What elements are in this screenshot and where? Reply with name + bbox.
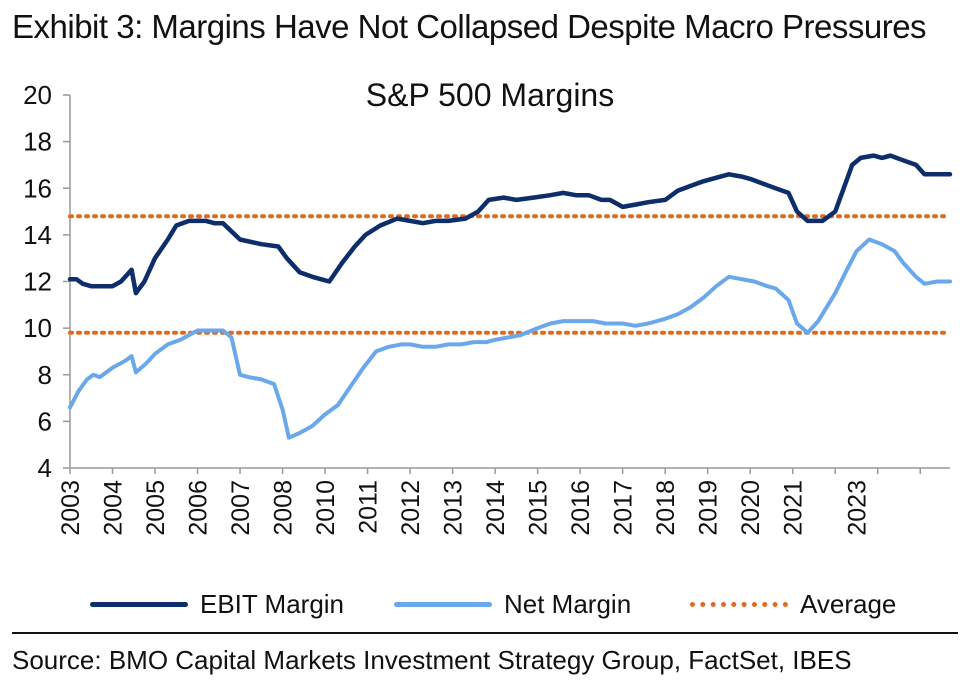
x-tick-label: 2019 [695, 480, 723, 536]
footer-divider [12, 632, 958, 634]
x-tick-label: 2008 [270, 480, 298, 536]
legend-label-net: Net Margin [504, 588, 632, 619]
legend-swatch-net [394, 601, 492, 607]
y-tick-label: 16 [23, 173, 52, 203]
series-line-ebit-margin [67, 153, 953, 296]
x-tick-label: 2016 [567, 480, 595, 536]
x-tick-label: 2010 [312, 480, 340, 536]
y-tick-label: 8 [38, 360, 52, 390]
x-axis: 2003 2004 2005 2006 2007 2008 2010 2011 2012 2013… [57, 467, 950, 536]
x-tick-label: 2003 [57, 480, 85, 536]
x-tick-label: 2011 [355, 480, 383, 534]
legend-label-average: Average [800, 588, 897, 619]
legend-swatch-average [690, 601, 788, 607]
source-note: Source: BMO Capital Markets Investment S… [12, 645, 852, 675]
x-tick-label: 2012 [397, 480, 425, 536]
legend: EBIT Margin Net Margin Average [0, 584, 972, 624]
exhibit-title: Exhibit 3: Margins Have Not Collapsed De… [12, 8, 927, 45]
x-tick-label: 2021 [780, 480, 808, 536]
y-tick-label: 6 [38, 406, 52, 436]
x-tick-label: 2005 [142, 480, 170, 536]
x-tick-label: 2023 [843, 480, 871, 536]
legend-swatch-ebit [90, 601, 188, 607]
y-axis: 4 6 8 10 12 14 16 18 20 [23, 80, 71, 483]
series-lines [67, 153, 953, 440]
y-tick-label: 20 [23, 80, 52, 110]
legend-item-ebit: EBIT Margin [90, 584, 344, 624]
x-tick-label: 2013 [440, 480, 468, 536]
chart-title: S&P 500 Margins [366, 77, 614, 113]
average-lines [68, 214, 952, 335]
x-tick-label: 2014 [482, 480, 510, 536]
legend-item-net: Net Margin [394, 584, 631, 624]
x-tick-label: 2018 [652, 480, 680, 536]
margins-line-chart: S&P 500 Margins 4 6 8 10 12 14 16 18 20 2003 2004… [23, 77, 953, 536]
y-tick-label: 4 [38, 453, 52, 483]
y-tick-label: 12 [23, 267, 52, 297]
legend-label-ebit: EBIT Margin [200, 588, 345, 619]
series-line-net-margin [68, 237, 952, 440]
x-tick-label: 2015 [525, 480, 553, 536]
y-tick-label: 18 [23, 127, 52, 157]
x-tick-label: 2017 [610, 480, 638, 536]
x-tick-label: 2020 [737, 480, 765, 536]
y-tick-label: 14 [23, 220, 52, 250]
legend-item-average: Average [690, 584, 896, 624]
x-tick-label: 2004 [100, 480, 128, 536]
x-tick-label: 2007 [227, 480, 255, 536]
x-tick-label: 2006 [185, 480, 213, 536]
y-tick-label: 10 [23, 313, 52, 343]
